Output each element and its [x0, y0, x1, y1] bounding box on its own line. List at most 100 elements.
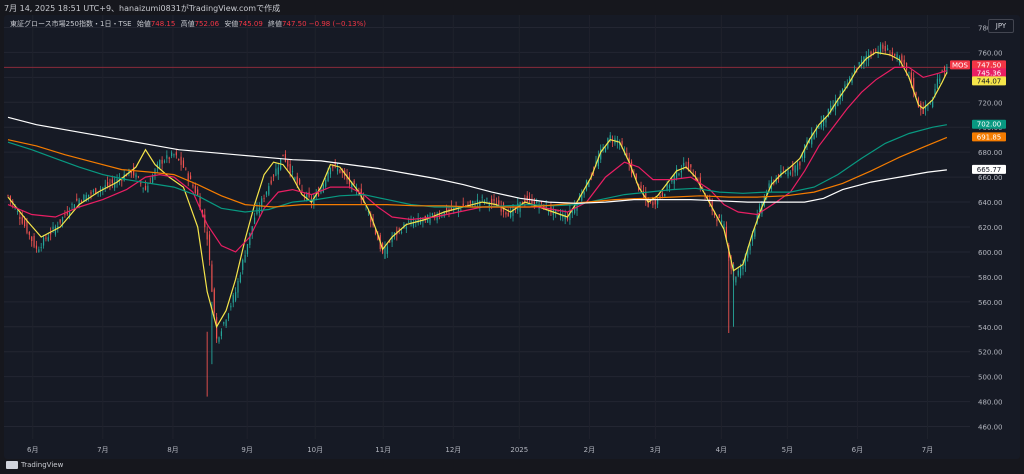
- candle-body: [666, 183, 668, 191]
- candle-body: [671, 178, 673, 182]
- price-label-text: 745.36: [977, 69, 1002, 77]
- candle-body: [159, 159, 161, 168]
- candle-body: [851, 78, 853, 83]
- candle-body: [785, 173, 787, 174]
- low-label: 安値: [224, 20, 239, 28]
- candle-body: [109, 183, 111, 185]
- candle-body: [472, 200, 474, 204]
- candle-body: [457, 208, 460, 212]
- candle-body: [588, 182, 590, 187]
- candle-body: [751, 234, 754, 241]
- candle-body: [291, 171, 294, 173]
- snapshot-header: 7月 14, 2025 18:51 UTC+9、hanaizumi0831がTr…: [4, 4, 281, 13]
- candle-body: [61, 217, 64, 222]
- candle-body: [723, 223, 725, 229]
- candle-body: [166, 155, 168, 159]
- candle-body: [284, 154, 286, 162]
- candle-body: [481, 196, 483, 198]
- price-label-text: 744.07: [977, 77, 1002, 85]
- candle-body: [747, 248, 749, 258]
- candle-body: [913, 78, 915, 93]
- candle-body: [604, 147, 607, 153]
- candle-body: [320, 189, 322, 194]
- candle-body: [450, 206, 452, 211]
- open-label: 始値: [136, 20, 151, 28]
- x-tick-label: 3月: [650, 446, 661, 454]
- candle-body: [524, 199, 526, 203]
- candle-body: [185, 168, 187, 170]
- candle-body: [329, 167, 332, 175]
- candle-body: [296, 176, 298, 184]
- candle-body: [178, 158, 180, 161]
- candle-body: [230, 305, 232, 308]
- candle-body: [635, 173, 637, 180]
- price-label-box: [972, 76, 1006, 86]
- x-tick-label: 8月: [167, 446, 178, 454]
- candle-body: [799, 161, 801, 166]
- candle-body: [510, 211, 512, 218]
- x-tick-label: 6月: [27, 446, 38, 454]
- candle-body: [163, 161, 166, 163]
- candle-body: [822, 115, 825, 126]
- candle-body: [206, 231, 208, 240]
- candle-body: [19, 216, 21, 220]
- candle-body: [448, 209, 450, 211]
- price-label-text: 747.50: [977, 61, 1002, 69]
- candle-body: [270, 180, 272, 184]
- candle-body: [507, 212, 509, 217]
- price-label-box: [972, 68, 1006, 78]
- candle-body: [76, 198, 78, 201]
- candle-body: [208, 234, 211, 260]
- candle-body: [213, 289, 215, 313]
- candle-body: [398, 228, 400, 230]
- ohlc-legend: 東証グロース市場250指数・1日・TSE 始値748.15 高値752.06 安…: [10, 19, 366, 29]
- candle-body: [417, 218, 419, 223]
- candle-body: [827, 108, 829, 118]
- candle-body: [815, 127, 818, 135]
- candle-body: [569, 210, 571, 221]
- y-tick-label: 500.00: [978, 374, 1003, 382]
- candle-body: [180, 156, 182, 165]
- candle-body: [924, 105, 927, 110]
- candle-body: [533, 201, 535, 206]
- candle-body: [303, 194, 305, 196]
- candle-body: [232, 295, 234, 303]
- candle-body: [95, 188, 97, 195]
- y-tick-label: 580.00: [978, 274, 1003, 282]
- candle-body: [436, 216, 438, 221]
- candle-body: [583, 191, 585, 195]
- candle-body: [272, 175, 275, 177]
- chart-pane[interactable]: 780.00760.00740.00720.00700.00680.00660.…: [4, 15, 1020, 459]
- candle-body: [467, 204, 469, 206]
- footer-brand[interactable]: TradingView: [6, 461, 63, 469]
- currency-button[interactable]: JPY: [988, 19, 1014, 33]
- candle-body: [891, 52, 893, 56]
- candle-body: [566, 217, 569, 220]
- candle-body: [571, 210, 573, 213]
- candle-body: [801, 153, 803, 158]
- candle-body: [879, 44, 882, 54]
- candle-body: [16, 211, 19, 212]
- candle-body: [649, 201, 652, 203]
- candle-body: [474, 205, 476, 206]
- candle-body: [391, 236, 393, 243]
- candle-body: [794, 165, 796, 173]
- candle-body: [384, 246, 386, 259]
- candle-body: [946, 66, 948, 74]
- candle-body: [934, 88, 936, 95]
- candle-body: [476, 199, 479, 203]
- x-tick-label: 10月: [307, 446, 323, 454]
- candle-body: [377, 234, 379, 241]
- x-tick-label: 6月: [852, 446, 863, 454]
- candle-body: [505, 212, 507, 215]
- price-chart[interactable]: 780.00760.00740.00720.00700.00680.00660.…: [4, 15, 1020, 459]
- candle-body: [543, 204, 545, 210]
- candle-body: [106, 181, 109, 186]
- candle-body: [860, 59, 863, 67]
- candle-body: [78, 199, 80, 206]
- candle-body: [908, 72, 910, 74]
- candle-body: [659, 195, 661, 198]
- candle-body: [69, 211, 71, 215]
- candle-body: [339, 169, 341, 173]
